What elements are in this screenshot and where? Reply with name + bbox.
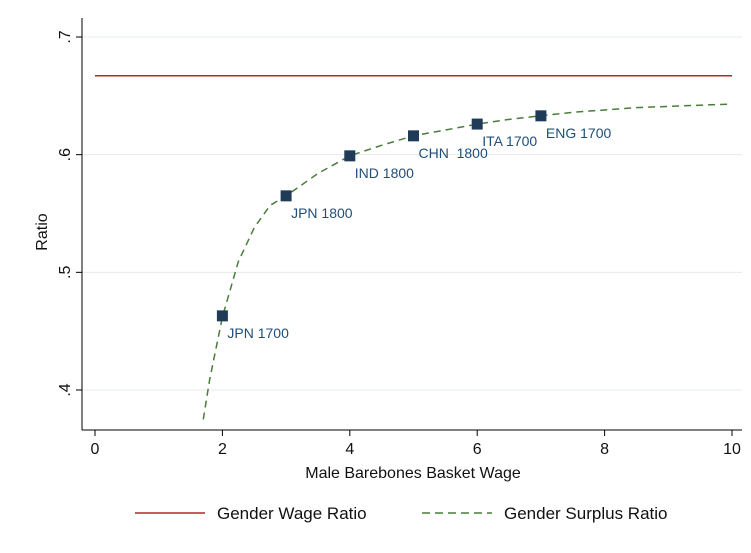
x-tick-label: 6 <box>473 441 482 458</box>
point-marker-ita-1700 <box>471 118 483 130</box>
point-label-eng-1700: ENG 1700 <box>546 125 612 141</box>
point-label-ita-1700: ITA 1700 <box>482 133 537 149</box>
legend-label-gender-surplus-ratio: Gender Surplus Ratio <box>504 504 667 523</box>
point-marker-ind-1800 <box>344 150 356 162</box>
x-tick-label: 10 <box>723 441 741 458</box>
point-marker-jpn-1800 <box>280 190 292 202</box>
grid-layer <box>82 36 742 391</box>
ticks-layer: .4 .5 .6 .7 0 2 4 6 8 10 <box>57 30 741 458</box>
point-marker-chn-1800 <box>408 130 419 142</box>
point-label-jpn-1800: JPN 1800 <box>291 205 353 221</box>
axes-layer <box>81 18 742 431</box>
y-tick-label: .6 <box>57 148 74 161</box>
point-marker-jpn-1700 <box>216 310 228 322</box>
x-tick-label: 8 <box>600 441 609 458</box>
x-axis-title: Male Barebones Basket Wage <box>305 465 521 482</box>
y-axis-title: Ratio <box>34 213 51 250</box>
series-layer <box>95 75 733 420</box>
legend-label-gender-wage-ratio: Gender Wage Ratio <box>217 504 367 523</box>
x-tick-label: 2 <box>218 441 227 458</box>
y-tick-label: .7 <box>57 30 74 43</box>
y-tick-label: .4 <box>57 383 74 396</box>
y-tick-label: .5 <box>57 266 74 279</box>
x-tick-label: 4 <box>345 441 354 458</box>
point-label-chn-1800: CHN 1800 <box>419 145 488 161</box>
point-label-jpn-1700: JPN 1700 <box>227 325 289 341</box>
point-label-ind-1800: IND 1800 <box>355 165 414 181</box>
legend: Gender Wage Ratio Gender Surplus Ratio <box>135 504 667 523</box>
point-marker-eng-1700 <box>535 110 547 122</box>
x-tick-label: 0 <box>91 441 100 458</box>
